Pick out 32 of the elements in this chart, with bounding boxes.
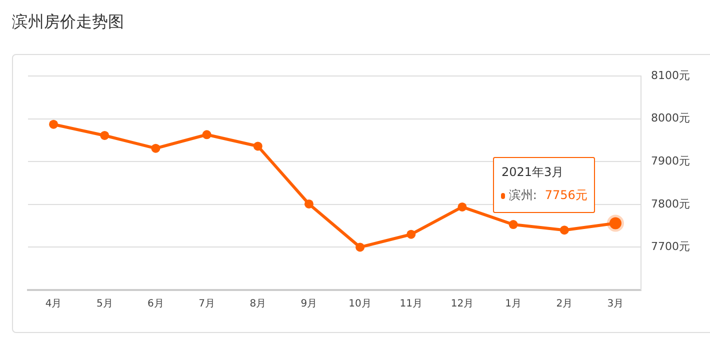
x-tick-label: 10月 — [348, 298, 372, 310]
x-tick-label: 7月 — [198, 298, 215, 310]
x-tick-label: 8月 — [250, 298, 266, 310]
x-tick-label: 1月 — [505, 298, 522, 310]
point — [508, 220, 518, 230]
x-tick-label: 11月 — [400, 298, 422, 310]
point — [458, 202, 467, 212]
point — [151, 144, 160, 153]
x-tick-label: 9月 — [300, 298, 318, 310]
point — [560, 226, 569, 235]
y-tick-label: 7900元 — [651, 154, 690, 168]
point — [304, 199, 314, 208]
point — [356, 242, 365, 252]
x-tick-label: 5月 — [96, 298, 113, 310]
y-tick-label: 7700元 — [651, 240, 690, 254]
legend-label: 滨州: — [508, 187, 537, 204]
x-tick-label: 4月 — [45, 298, 62, 310]
point — [100, 130, 110, 140]
y-tick-label: 8000元 — [651, 112, 690, 125]
x-tick-label: 12月 — [450, 298, 474, 310]
point — [202, 130, 212, 140]
x-tick-label: 6月 — [148, 298, 164, 310]
point — [406, 230, 416, 239]
chart-title: 滨州房价走势图 — [12, 12, 124, 33]
x-tick-label: 2月 — [556, 298, 573, 310]
y-tick-label: 7800元 — [651, 197, 690, 210]
point — [49, 120, 58, 129]
x-tick-label: 3月 — [607, 298, 624, 310]
point — [253, 142, 262, 151]
y-tick-label: 8100元 — [651, 68, 690, 82]
annotation: 2021年3月 — [501, 164, 565, 182]
data-label: 7756元 — [544, 187, 588, 204]
